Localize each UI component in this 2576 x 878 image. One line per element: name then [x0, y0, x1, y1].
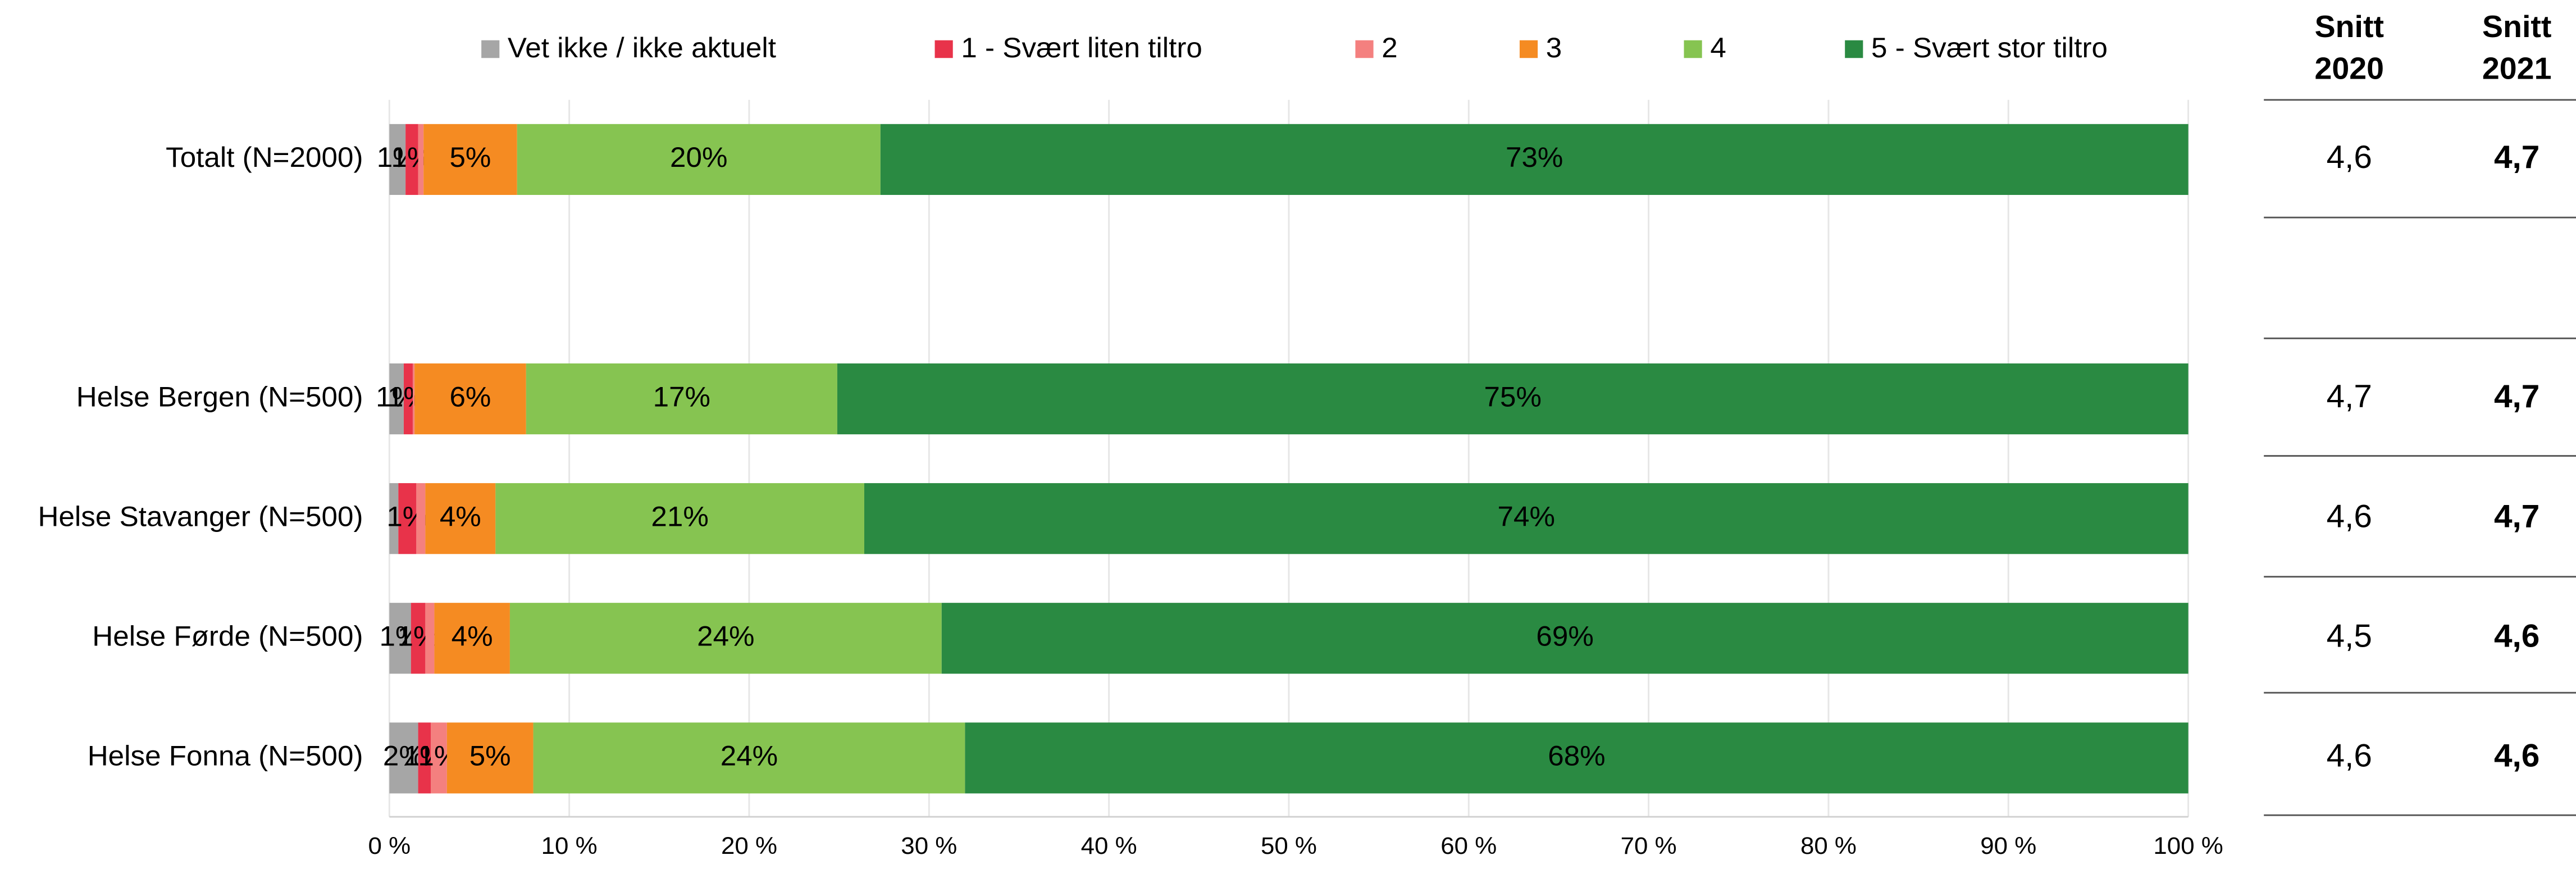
bar-segment — [837, 363, 2189, 435]
data-label: 5% — [449, 142, 491, 173]
y-tick-label: Helse Bergen (N=500) — [76, 381, 363, 412]
data-label: 24% — [721, 740, 778, 771]
legend-label: 5 - Svært stor tiltro — [1871, 32, 2108, 63]
table-header: Snitt — [2482, 10, 2551, 44]
data-label: 17% — [653, 381, 710, 412]
bar-segment — [389, 363, 404, 435]
data-label: 68% — [1548, 740, 1605, 771]
bar-segment — [418, 722, 431, 794]
bar-segment — [517, 124, 881, 195]
legend-label: 3 — [1546, 32, 1562, 63]
x-tick-label: 70 % — [1621, 832, 1677, 859]
x-tick-label: 10 % — [541, 832, 598, 859]
data-label: 2% — [383, 740, 425, 771]
x-tick-label: 0 % — [368, 832, 411, 859]
x-tick-label: 40 % — [1081, 832, 1137, 859]
legend-swatch — [1519, 40, 1538, 58]
table-cell: 4,7 — [2494, 499, 2539, 534]
x-tick-label: 60 % — [1440, 832, 1497, 859]
bar-segment — [389, 124, 406, 195]
bar-segment — [864, 483, 2189, 554]
y-tick-label: Helse Stavanger (N=500) — [38, 501, 363, 532]
table-cell: 4,6 — [2327, 140, 2372, 175]
bar-segment — [446, 722, 534, 794]
bar-segment — [509, 603, 942, 674]
bar-segment — [416, 483, 426, 554]
bar-segment — [434, 603, 510, 674]
bar-segment — [423, 124, 517, 195]
y-tick-label: Helse Fonna (N=500) — [88, 740, 363, 771]
bar-segment — [880, 124, 2189, 195]
y-tick-label: Totalt (N=2000) — [166, 142, 363, 173]
bar-segment — [412, 363, 415, 435]
bar-segment — [403, 363, 413, 435]
bar-segment — [389, 483, 399, 554]
table-header: 2021 — [2482, 51, 2552, 85]
bar-segment — [430, 722, 447, 794]
table-header: Snitt — [2315, 10, 2384, 44]
bar-segment — [389, 722, 418, 794]
bar-segment — [965, 722, 2189, 794]
data-label: 20% — [670, 142, 727, 173]
bar-segment — [425, 603, 435, 674]
x-tick-label: 100 % — [2153, 832, 2223, 859]
data-label: 24% — [697, 620, 754, 652]
legend-label: Vet ikke / ikke aktuelt — [508, 32, 776, 63]
table-cell: 4,6 — [2327, 738, 2372, 774]
bar-segment — [533, 722, 965, 794]
y-tick-label: Helse Førde (N=500) — [92, 620, 363, 652]
legend-swatch — [1355, 40, 1374, 58]
bar-segment — [418, 124, 424, 195]
x-tick-label: 20 % — [721, 832, 777, 859]
table-cell: 4,5 — [2327, 618, 2372, 654]
bar-segment — [941, 603, 2189, 674]
legend-swatch — [481, 40, 500, 58]
data-label: 6% — [449, 381, 491, 412]
data-label: 4% — [452, 620, 493, 652]
bar-segment — [411, 603, 426, 674]
legend-swatch — [934, 40, 953, 58]
x-tick-label: 90 % — [1980, 832, 2036, 859]
legend-swatch — [1684, 40, 1702, 58]
data-label: 5% — [469, 740, 511, 771]
table-cell: 4,6 — [2494, 738, 2539, 774]
x-tick-label: 80 % — [1800, 832, 1857, 859]
bar-segment — [425, 483, 496, 554]
bar-segment — [495, 483, 864, 554]
data-label: 75% — [1484, 381, 1542, 412]
legend-label: 4 — [1710, 32, 1726, 63]
table-cell: 4,6 — [2494, 618, 2539, 654]
table-header: 2020 — [2314, 51, 2384, 85]
bar-segment — [526, 363, 837, 435]
bar-segment — [405, 124, 418, 195]
x-tick-label: 50 % — [1261, 832, 1317, 859]
data-label: 69% — [1536, 620, 1593, 652]
table-cell: 4,7 — [2327, 379, 2372, 415]
table-cell: 4,7 — [2494, 379, 2539, 415]
table-cell: 4,6 — [2327, 499, 2372, 534]
x-tick-label: 30 % — [901, 832, 957, 859]
bar-segment — [398, 483, 417, 554]
table-cell: 4,7 — [2494, 140, 2539, 175]
data-label: 73% — [1506, 142, 1563, 173]
bar-segment — [414, 363, 526, 435]
bar-segment — [389, 603, 411, 674]
data-label: 21% — [651, 501, 708, 532]
data-label: 4% — [440, 501, 481, 532]
legend-label: 2 — [1382, 32, 1397, 63]
legend-swatch — [1845, 40, 1863, 58]
legend-label: 1 - Svært liten tiltro — [961, 32, 1202, 63]
data-label: 74% — [1498, 501, 1555, 532]
